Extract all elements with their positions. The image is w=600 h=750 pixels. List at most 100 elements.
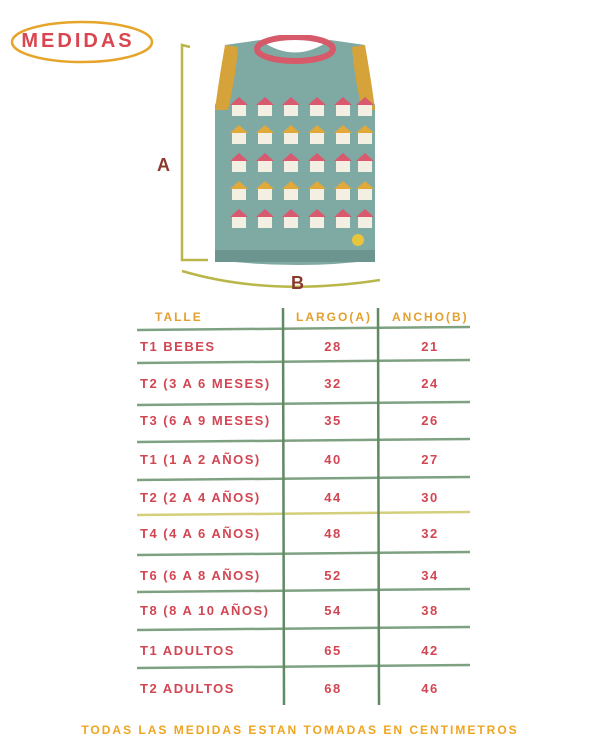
row-divider	[136, 663, 471, 670]
cell-largo: 35	[324, 413, 342, 428]
footer-note: TODAS LAS MEDIDAS ESTAN TOMADAS EN CENTI…	[81, 723, 519, 737]
vest-illustration	[180, 35, 381, 288]
bracket-a	[180, 43, 208, 262]
house-body	[310, 105, 324, 116]
house-body	[258, 189, 272, 200]
cell-ancho: 46	[421, 681, 439, 696]
house-body	[232, 161, 246, 172]
cell-talle: T2 ADULTOS	[140, 681, 235, 696]
house-body	[358, 105, 372, 116]
cell-largo: 40	[324, 452, 342, 467]
header-ancho: ANCHO(B)	[392, 310, 469, 324]
house-body	[284, 217, 298, 228]
cell-largo: 65	[324, 643, 342, 658]
house-roof	[282, 125, 300, 133]
house-body	[258, 217, 272, 228]
house-body	[258, 161, 272, 172]
row-divider	[136, 510, 471, 517]
house-roof	[256, 181, 274, 189]
house-roof	[356, 97, 374, 105]
house-roof	[334, 125, 352, 133]
house-roof	[256, 97, 274, 105]
house-roof	[308, 97, 326, 105]
label-a: A	[157, 155, 170, 175]
row-divider	[136, 587, 471, 594]
cell-largo: 54	[324, 603, 342, 618]
house-body	[358, 189, 372, 200]
house-body	[232, 105, 246, 116]
cell-ancho: 26	[421, 413, 439, 428]
house-body	[284, 161, 298, 172]
cell-talle: T2 (2 A 4 AÑOS)	[140, 490, 261, 505]
bracket-b	[181, 269, 381, 288]
house-roof	[308, 153, 326, 161]
house-roof	[334, 153, 352, 161]
house-roof	[230, 209, 248, 217]
house-body	[310, 133, 324, 144]
house-body	[232, 217, 246, 228]
row-divider	[136, 625, 471, 632]
house-body	[358, 217, 372, 228]
label-b: B	[291, 273, 304, 293]
house-roof	[256, 209, 274, 217]
cell-talle: T3 (6 A 9 MESES)	[140, 413, 271, 428]
cell-largo: 28	[324, 339, 342, 354]
house-body	[258, 133, 272, 144]
cell-ancho: 27	[421, 452, 439, 467]
cell-ancho: 24	[421, 376, 439, 391]
house-roof	[282, 181, 300, 189]
house-body	[336, 133, 350, 144]
cell-largo: 52	[324, 568, 342, 583]
page-title: MEDIDAS	[21, 30, 135, 52]
cell-talle: T1 (1 A 2 AÑOS)	[140, 452, 261, 467]
row-divider	[136, 437, 471, 444]
cell-talle: T8 (8 A 10 AÑOS)	[140, 603, 270, 618]
house-body	[232, 133, 246, 144]
row-divider	[136, 325, 471, 332]
house-body	[358, 161, 372, 172]
header-largo: LARGO(A)	[296, 310, 372, 324]
cell-ancho: 30	[421, 490, 439, 505]
house-roof	[308, 209, 326, 217]
house-roof	[334, 209, 352, 217]
house-roof	[230, 153, 248, 161]
house-body	[336, 161, 350, 172]
title-badge: MEDIDAS	[8, 18, 158, 66]
house-body	[232, 189, 246, 200]
cell-ancho: 38	[421, 603, 439, 618]
header-talle: TALLE	[155, 310, 203, 324]
house-body	[310, 217, 324, 228]
house-roof	[308, 125, 326, 133]
column-divider	[281, 307, 286, 706]
house-body	[284, 105, 298, 116]
house-body	[358, 133, 372, 144]
cell-ancho: 34	[421, 568, 439, 583]
house-body	[310, 161, 324, 172]
house-body	[310, 189, 324, 200]
house-roof	[230, 97, 248, 105]
house-body	[336, 105, 350, 116]
row-divider	[136, 400, 471, 407]
house-roof	[256, 125, 274, 133]
cell-talle: T4 (4 A 6 AÑOS)	[140, 526, 261, 541]
house-roof	[230, 125, 248, 133]
house-roof	[282, 97, 300, 105]
house-body	[284, 189, 298, 200]
house-roof	[282, 209, 300, 217]
house-roof	[356, 125, 374, 133]
house-body	[336, 217, 350, 228]
row-divider	[136, 358, 471, 365]
cell-talle: T1 ADULTOS	[140, 643, 235, 658]
house-body	[284, 133, 298, 144]
cell-largo: 48	[324, 526, 342, 541]
cell-ancho: 42	[421, 643, 439, 658]
house-body	[336, 189, 350, 200]
house-roof	[356, 209, 374, 217]
ellipse-outline	[10, 20, 154, 64]
house-roof	[356, 153, 374, 161]
cell-largo: 44	[324, 490, 342, 505]
house-roof	[356, 181, 374, 189]
cell-talle: T2 (3 A 6 MESES)	[140, 376, 271, 391]
row-divider	[136, 475, 471, 482]
